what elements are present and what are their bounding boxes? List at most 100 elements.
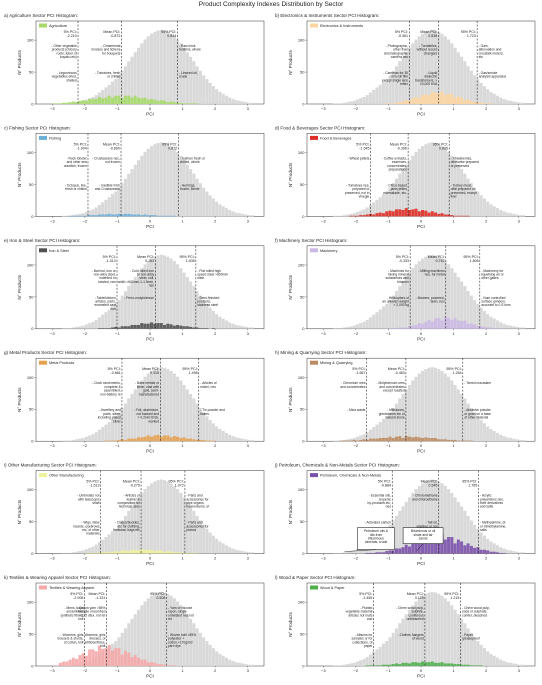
background-bar <box>492 543 496 554</box>
background-bar <box>192 510 196 554</box>
legend: Agriculture <box>39 23 67 28</box>
background-bar <box>176 151 180 217</box>
background-bar <box>241 551 245 554</box>
background-bar <box>78 326 82 329</box>
sector-bar <box>133 549 137 554</box>
annotation-text: - Octopus, live, fresh or chilled <box>65 183 87 191</box>
sector-bar <box>378 665 382 666</box>
background-bar <box>189 506 193 554</box>
sector-bar <box>486 327 490 329</box>
sector-bar <box>447 439 451 442</box>
background-bar <box>123 403 127 442</box>
annotation-text: - Table/kitchen articles, parts, enameled … <box>94 296 116 311</box>
annotation-text: - Semi-finished products, stainless steel <box>197 296 219 307</box>
sector-bar <box>421 210 425 217</box>
background-bar <box>176 264 180 329</box>
background-bar <box>215 314 219 329</box>
background-bar <box>469 520 473 554</box>
sector-bar <box>372 438 376 442</box>
background-bar <box>228 97 232 104</box>
background-bar <box>385 416 389 442</box>
sector-bar <box>176 324 180 329</box>
background-bar <box>192 61 196 104</box>
background-bar <box>68 440 72 442</box>
background-bar <box>381 643 385 666</box>
sector-bar <box>156 323 160 329</box>
background-bar <box>172 598 176 666</box>
sector-bar <box>75 215 79 217</box>
background-bar <box>65 552 69 554</box>
y-tick-label: 100 <box>27 375 34 380</box>
background-bar <box>136 609 141 666</box>
sector-bar <box>391 550 395 554</box>
background-bar <box>218 204 222 217</box>
sector-bar <box>169 101 173 104</box>
sector-bar <box>153 323 157 329</box>
background-bar <box>495 657 499 666</box>
sector-bar <box>368 213 372 217</box>
sector-bar <box>434 438 438 442</box>
sector-bar <box>375 665 379 666</box>
annotation-pointer <box>415 543 424 552</box>
background-bar <box>247 552 251 554</box>
sector-bar <box>127 95 131 104</box>
sector-bar <box>466 215 470 217</box>
sector-bar <box>414 436 418 442</box>
sector-bar <box>130 549 134 554</box>
annotation-text: - Leguminous vegetables dried, shelled <box>52 71 77 82</box>
background-bar <box>198 632 202 666</box>
background-bar <box>333 440 337 442</box>
background-bar <box>78 551 82 554</box>
background-bar <box>460 56 464 104</box>
background-bar <box>339 552 343 554</box>
sector-bar <box>502 552 506 554</box>
background-bar <box>179 155 183 217</box>
background-bar <box>434 367 438 442</box>
x-tick-label: 1 <box>181 106 184 111</box>
background-bar <box>202 300 206 329</box>
annotation-text: - Turkey meat, offal prepared or preserved… <box>451 183 477 198</box>
sector-bar <box>101 328 105 329</box>
background-bar <box>228 322 232 329</box>
background-bar <box>224 432 228 442</box>
x-tick-label: 2 <box>214 106 217 111</box>
background-bar <box>192 173 196 217</box>
sector-bar <box>394 328 398 329</box>
background-bar <box>143 39 147 105</box>
background-bar <box>159 591 163 666</box>
x-tick-label: 3 <box>518 106 521 111</box>
background-bar <box>414 601 418 666</box>
annotation-text: - Millstones, grindstones etc of natural s… <box>379 408 405 419</box>
background-bar <box>469 295 473 329</box>
background-bar <box>479 420 483 442</box>
background-bar <box>518 215 522 217</box>
sector-bar <box>101 214 105 217</box>
panel-title: a) Agriculture Sector PCI Histogram: <box>4 13 78 18</box>
legend-label: Other Manufacturing <box>49 474 84 478</box>
sector-bar <box>427 319 431 329</box>
sector-bar <box>450 319 454 329</box>
sector-bar <box>104 214 108 217</box>
background-bar <box>450 605 454 666</box>
annotation-text: - Mica waste <box>347 408 366 412</box>
background-bar <box>336 440 340 442</box>
background-bar <box>388 187 392 217</box>
p95-stat-label: 95% PCI: 1.498 <box>182 367 197 375</box>
background-bar <box>394 66 398 104</box>
sector-bar <box>159 664 163 666</box>
sector-bar <box>84 100 88 104</box>
background-bar <box>515 551 519 554</box>
sector-bar <box>156 215 160 217</box>
background-bar <box>195 291 199 329</box>
sector-bar <box>362 439 366 442</box>
sector-bar <box>176 436 180 442</box>
sector-bar <box>58 662 62 666</box>
background-bar <box>127 173 131 217</box>
background-bar <box>489 653 493 666</box>
background-bar <box>127 286 131 329</box>
background-bar <box>346 664 350 666</box>
background-bar <box>104 312 108 329</box>
y-axis-label: N° Products <box>17 50 22 75</box>
x-tick-label: −2 <box>83 443 88 448</box>
x-tick-label: 1 <box>452 218 455 223</box>
